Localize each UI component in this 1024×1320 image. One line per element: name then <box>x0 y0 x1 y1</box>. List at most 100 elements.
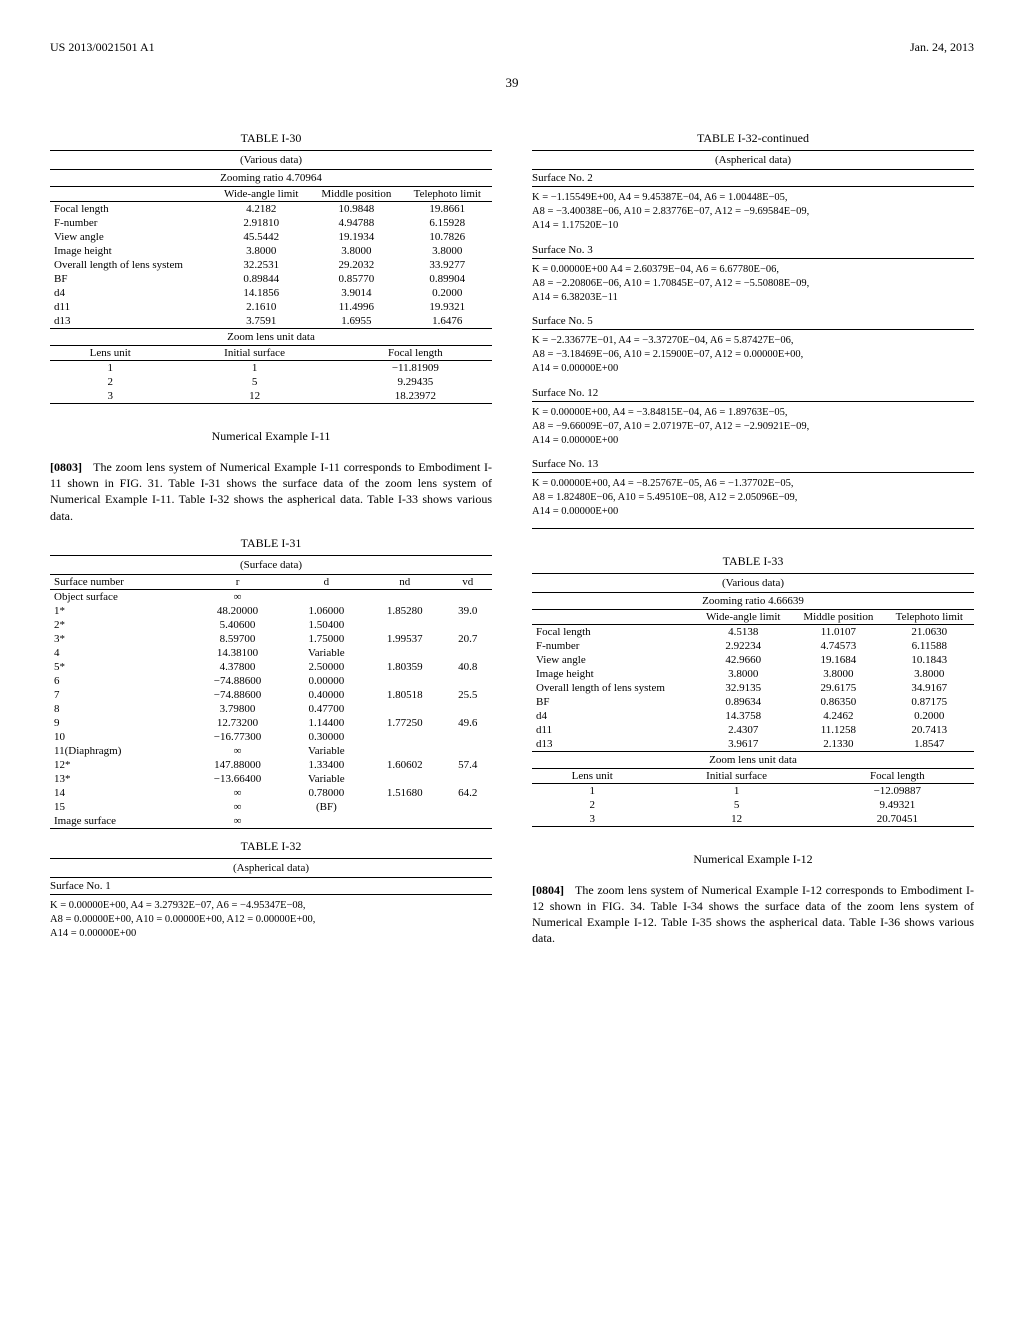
col-header: Telephoto limit <box>885 610 974 625</box>
table-cell: 64.2 <box>444 786 492 800</box>
zoom-unit-header: Zoom lens unit data <box>532 751 974 769</box>
table-cell: 3.8000 <box>310 244 402 258</box>
table-cell: 19.8661 <box>403 202 492 217</box>
table-cell: 0.87175 <box>885 695 974 709</box>
table-cell: −74.88600 <box>188 688 286 702</box>
table-cell <box>444 772 492 786</box>
table-row: Overall length of lens system32.253129.2… <box>50 258 492 272</box>
aspherical-surface-no: Surface No. 13 <box>532 456 974 473</box>
table-cell: 0.2000 <box>403 286 492 300</box>
table-cell: 9 <box>50 716 188 730</box>
col-header: Initial surface <box>652 769 820 784</box>
table-cell <box>444 674 492 688</box>
table-cell: 49.6 <box>444 716 492 730</box>
aspherical-line: A8 = −3.18469E−06, A10 = 2.15900E−07, A1… <box>532 348 974 362</box>
table-cell: 4.5138 <box>694 624 792 639</box>
col-header: Wide-angle limit <box>694 610 792 625</box>
table-cell: 12* <box>50 758 188 772</box>
aspherical-data: K = 0.00000E+00, A4 = −3.84815E−04, A6 =… <box>532 402 974 457</box>
table-i30-zoomunit: Lens unit Initial surface Focal length 1… <box>50 346 492 403</box>
table-cell: 9.29435 <box>339 375 492 389</box>
table-cell: 0.40000 <box>287 688 366 702</box>
table-row: Object surface∞ <box>50 589 492 604</box>
table-row: 259.49321 <box>532 798 974 812</box>
table-cell: 8.59700 <box>188 632 286 646</box>
table-cell: 3.8000 <box>694 667 792 681</box>
col-header: r <box>188 575 286 590</box>
table-cell <box>287 589 366 604</box>
table-cell <box>366 730 444 744</box>
table-cell <box>444 618 492 632</box>
left-column: TABLE I-30 (Various data) Zooming ratio … <box>50 121 492 958</box>
example-i12-text: [0804] The zoom lens system of Numerical… <box>532 882 974 947</box>
table-cell: 1.8547 <box>885 737 974 751</box>
table-cell: 15 <box>50 800 188 814</box>
example-i11-heading: Numerical Example I-11 <box>50 429 492 444</box>
table-cell: 32.2531 <box>212 258 310 272</box>
table-cell <box>366 702 444 716</box>
table-cell <box>444 744 492 758</box>
table-i31-title: TABLE I-31 <box>50 536 492 551</box>
aspherical-surface-no: Surface No. 12 <box>532 385 974 402</box>
table-cell: 14.38100 <box>188 646 286 660</box>
col-header: vd <box>444 575 492 590</box>
table-cell: 1.80518 <box>366 688 444 702</box>
table-cell: 40.8 <box>444 660 492 674</box>
table-cell: 10 <box>50 730 188 744</box>
table-cell: 4.94788 <box>310 216 402 230</box>
table-cell: 10.7826 <box>403 230 492 244</box>
table-row: 11−11.81909 <box>50 361 492 376</box>
table-row: 912.732001.144001.7725049.6 <box>50 716 492 730</box>
table-cell <box>444 730 492 744</box>
table-cell: 10.1843 <box>885 653 974 667</box>
table-row: d112.161011.499619.9321 <box>50 300 492 314</box>
col-header: Telephoto limit <box>403 187 492 202</box>
table-cell: BF <box>50 272 212 286</box>
aspherical-line: A14 = 6.38203E−11 <box>532 291 974 305</box>
table-cell: 4 <box>50 646 188 660</box>
col-header: Lens unit <box>532 769 652 784</box>
table-cell: 3* <box>50 632 188 646</box>
table-cell: 12.73200 <box>188 716 286 730</box>
aspherical-line: A8 = −3.40038E−06, A10 = 2.83776E−07, A1… <box>532 205 974 219</box>
table-row: 14∞0.780001.5168064.2 <box>50 786 492 800</box>
table-row: Image height3.80003.80003.8000 <box>50 244 492 258</box>
table-cell: 42.9660 <box>694 653 792 667</box>
aspherical-data: K = 0.00000E+00, A4 = 3.27932E−07, A6 = … <box>50 895 492 950</box>
table-cell: 4.37800 <box>188 660 286 674</box>
table-i33-subtitle: (Various data) <box>532 573 974 593</box>
table-cell: 3.8000 <box>403 244 492 258</box>
table-cell: 1 <box>532 783 652 798</box>
table-cell: −11.81909 <box>339 361 492 376</box>
col-header: Middle position <box>310 187 402 202</box>
table-row: 11−12.09887 <box>532 783 974 798</box>
table-cell <box>444 589 492 604</box>
para-num: [0804] <box>532 883 564 897</box>
table-row: 414.38100Variable <box>50 646 492 660</box>
table-row: 5*4.378002.500001.8035940.8 <box>50 660 492 674</box>
aspherical-line: A8 = −9.66009E−07, A10 = 2.07197E−07, A1… <box>532 420 974 434</box>
table-cell: 2 <box>532 798 652 812</box>
aspherical-line: A14 = 1.17520E−10 <box>532 219 974 233</box>
table-cell: 11(Diaphragm) <box>50 744 188 758</box>
table-cell: 29.6175 <box>792 681 884 695</box>
table-cell: −12.09887 <box>821 783 974 798</box>
aspherical-line: K = 0.00000E+00, A4 = −3.84815E−04, A6 =… <box>532 406 974 420</box>
table-cell <box>444 646 492 660</box>
table-cell <box>287 814 366 828</box>
table-cell: 1.14400 <box>287 716 366 730</box>
table-i31-subtitle: (Surface data) <box>50 555 492 575</box>
table-cell: 14.3758 <box>694 709 792 723</box>
table-cell: 1.60602 <box>366 758 444 772</box>
table-cell: 1.75000 <box>287 632 366 646</box>
table-cell: 11.0107 <box>792 624 884 639</box>
table-cell: 20.70451 <box>821 812 974 826</box>
table-cell: 4.2462 <box>792 709 884 723</box>
table-cell: 1.6476 <box>403 314 492 328</box>
table-cell: 57.4 <box>444 758 492 772</box>
table-i32-title: TABLE I-32 <box>50 839 492 854</box>
table-cell: 3.8000 <box>792 667 884 681</box>
col-header: Focal length <box>821 769 974 784</box>
table-cell: d4 <box>532 709 694 723</box>
table-row: F-number2.922344.745736.11588 <box>532 639 974 653</box>
